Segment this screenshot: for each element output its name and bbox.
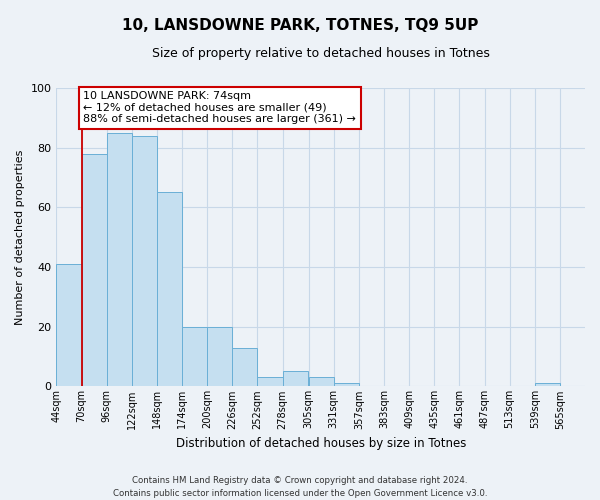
Title: Size of property relative to detached houses in Totnes: Size of property relative to detached ho… bbox=[152, 48, 490, 60]
Bar bbox=[132, 136, 157, 386]
Bar bbox=[107, 133, 132, 386]
X-axis label: Distribution of detached houses by size in Totnes: Distribution of detached houses by size … bbox=[176, 437, 466, 450]
Text: 10, LANSDOWNE PARK, TOTNES, TQ9 5UP: 10, LANSDOWNE PARK, TOTNES, TQ9 5UP bbox=[122, 18, 478, 32]
Bar bbox=[56, 264, 82, 386]
Bar bbox=[232, 348, 257, 387]
Bar bbox=[334, 384, 359, 386]
Bar bbox=[283, 372, 308, 386]
Bar bbox=[308, 378, 334, 386]
Y-axis label: Number of detached properties: Number of detached properties bbox=[15, 150, 25, 325]
Bar bbox=[157, 192, 182, 386]
Bar bbox=[82, 154, 107, 386]
Bar bbox=[257, 378, 283, 386]
Bar bbox=[207, 326, 232, 386]
Bar bbox=[182, 326, 207, 386]
Text: Contains HM Land Registry data © Crown copyright and database right 2024.
Contai: Contains HM Land Registry data © Crown c… bbox=[113, 476, 487, 498]
Text: 10 LANSDOWNE PARK: 74sqm
← 12% of detached houses are smaller (49)
88% of semi-d: 10 LANSDOWNE PARK: 74sqm ← 12% of detach… bbox=[83, 91, 356, 124]
Bar bbox=[535, 384, 560, 386]
